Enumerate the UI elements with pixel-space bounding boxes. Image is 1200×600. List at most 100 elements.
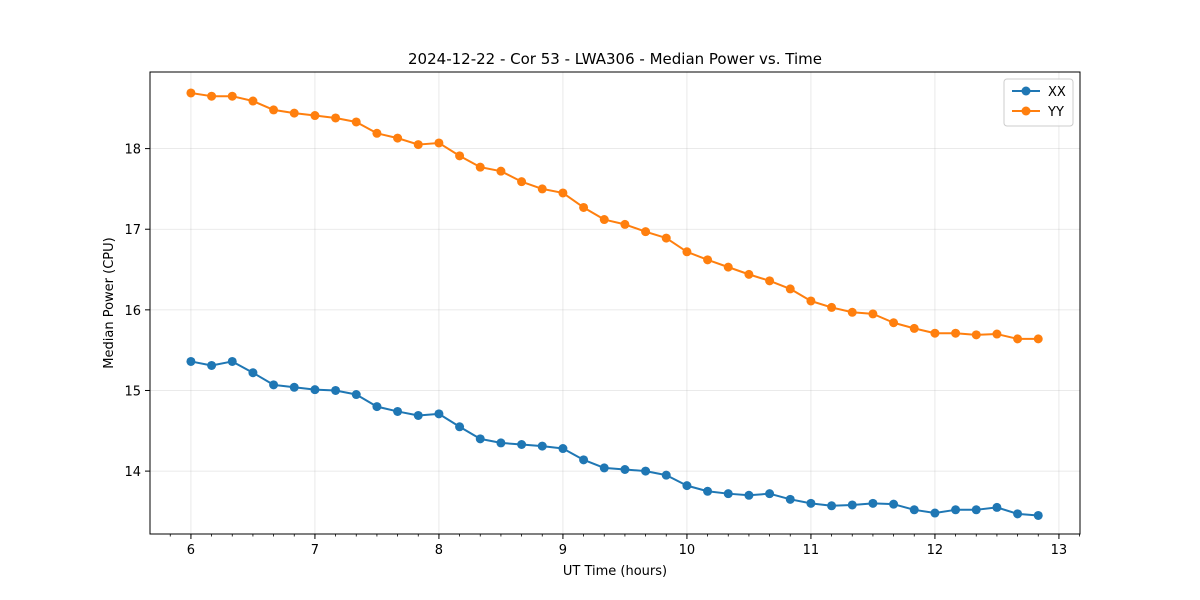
data-point-xx — [496, 438, 506, 448]
data-point-yy — [351, 117, 361, 127]
data-point-yy — [661, 233, 671, 243]
data-point-yy — [641, 227, 651, 237]
x-tick-label: 12 — [927, 543, 944, 558]
data-point-yy — [889, 318, 899, 328]
x-tick-label: 6 — [187, 543, 195, 558]
series-line-yy — [190, 91, 1039, 340]
legend: XX YY — [1003, 78, 1074, 127]
data-point-xx — [682, 481, 692, 491]
data-point-xx — [744, 490, 754, 500]
data-point-xx — [269, 380, 279, 390]
data-point-xx — [889, 499, 899, 509]
data-point-yy — [434, 138, 444, 148]
data-point-yy — [765, 276, 775, 286]
data-point-yy — [909, 323, 919, 333]
data-point-xx — [847, 500, 857, 510]
chart-title: 2024-12-22 - Cor 53 - LWA306 - Median Po… — [408, 50, 822, 68]
data-point-xx — [641, 466, 651, 476]
data-point-xx — [723, 489, 733, 499]
data-point-xx — [186, 356, 196, 366]
x-tick-label: 11 — [803, 543, 820, 558]
data-point-yy — [744, 269, 754, 279]
data-point-yy — [331, 113, 341, 123]
data-point-yy — [827, 302, 837, 312]
plot-frame — [149, 71, 1081, 535]
data-point-xx — [599, 463, 609, 473]
data-point-xx — [971, 505, 981, 515]
data-point-xx — [517, 440, 527, 450]
data-point-xx — [537, 441, 547, 451]
data-point-yy — [806, 296, 816, 306]
x-axis-title: UT Time (hours) — [563, 564, 667, 579]
data-point-xx — [951, 505, 961, 515]
data-point-yy — [475, 162, 485, 172]
y-tick-label: 17 — [124, 223, 141, 238]
data-point-xx — [248, 368, 258, 378]
data-point-xx — [207, 360, 217, 370]
data-point-yy — [951, 328, 961, 338]
data-point-xx — [827, 501, 837, 511]
legend-xx-label: XX — [1048, 85, 1066, 100]
data-point-yy — [1013, 334, 1023, 344]
data-point-xx — [434, 409, 444, 419]
x-tick-label: 13 — [1051, 543, 1068, 558]
data-point-xx — [1033, 510, 1043, 520]
y-tick-label: 18 — [124, 143, 141, 158]
legend-xx-marker — [1021, 86, 1031, 96]
series-yy — [186, 88, 1043, 344]
legend-yy-marker — [1021, 106, 1031, 116]
x-tick-label: 10 — [679, 543, 696, 558]
ticks-layer: 6 7 8 9 10 11 12 13 14 15 16 17 18 — [124, 143, 1080, 558]
data-point-xx — [661, 470, 671, 480]
data-point-xx — [703, 486, 713, 496]
y-tick-label: 14 — [124, 465, 141, 480]
data-point-yy — [930, 328, 940, 338]
data-point-xx — [992, 502, 1002, 512]
data-point-yy — [620, 219, 630, 229]
grid-layer — [150, 72, 1080, 534]
data-point-xx — [785, 494, 795, 504]
data-point-xx — [393, 406, 403, 416]
data-point-xx — [351, 390, 361, 400]
data-point-yy — [537, 184, 547, 194]
series-layer — [186, 88, 1043, 520]
data-point-yy — [517, 177, 527, 187]
data-point-xx — [455, 422, 465, 432]
data-point-xx — [579, 455, 589, 465]
data-point-xx — [909, 505, 919, 515]
data-point-yy — [289, 108, 299, 118]
data-point-yy — [785, 284, 795, 294]
data-point-yy — [393, 133, 403, 143]
y-tick-label: 16 — [124, 304, 141, 319]
data-point-yy — [847, 307, 857, 317]
data-point-xx — [765, 489, 775, 499]
data-point-yy — [248, 96, 258, 106]
series-line-xx — [190, 360, 1039, 517]
data-point-yy — [558, 188, 568, 198]
data-point-yy — [723, 262, 733, 272]
data-point-yy — [703, 255, 713, 265]
data-point-yy — [186, 88, 196, 98]
data-point-xx — [558, 444, 568, 454]
x-tick-label: 7 — [311, 543, 319, 558]
data-point-xx — [868, 498, 878, 508]
data-point-yy — [455, 151, 465, 161]
data-point-yy — [868, 309, 878, 319]
y-tick-label: 15 — [124, 384, 141, 399]
data-point-xx — [1013, 509, 1023, 519]
data-point-xx — [289, 382, 299, 392]
data-point-xx — [413, 410, 423, 420]
data-point-yy — [1033, 334, 1043, 344]
data-point-yy — [207, 91, 217, 101]
data-point-xx — [620, 464, 630, 474]
x-tick-label: 8 — [435, 543, 443, 558]
data-point-yy — [310, 111, 320, 121]
data-point-xx — [475, 434, 485, 444]
legend-yy-label: YY — [1047, 105, 1064, 120]
data-point-xx — [331, 385, 341, 395]
data-point-yy — [269, 105, 279, 115]
data-point-yy — [372, 128, 382, 138]
data-point-yy — [599, 215, 609, 225]
x-tick-label: 9 — [559, 543, 567, 558]
data-point-xx — [806, 498, 816, 508]
